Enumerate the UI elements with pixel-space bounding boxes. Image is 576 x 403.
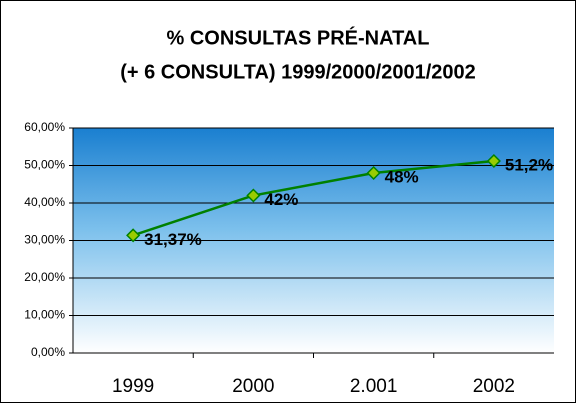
y-tick-label: 60,00% <box>24 120 65 134</box>
x-tick-label: 2002 <box>473 376 515 397</box>
data-label: 42% <box>264 190 298 209</box>
data-point <box>126 228 141 243</box>
y-tick-label: 40,00% <box>24 195 65 209</box>
chart-title: (+ 6 CONSULTA) 1999/2000/2001/2002 <box>120 61 476 83</box>
data-label: 31,37% <box>144 230 202 249</box>
y-tick-label: 50,00% <box>24 158 65 172</box>
y-tick-label: 30,00% <box>24 233 65 247</box>
chart-title: % CONSULTAS PRÉ-NATAL <box>167 26 430 49</box>
x-tick-label: 2.001 <box>350 376 398 397</box>
data-point <box>246 188 261 203</box>
y-tick-label: 0,00% <box>31 345 65 359</box>
series-line <box>132 159 494 237</box>
data-label: 48% <box>385 167 419 186</box>
x-tick-label: 2000 <box>232 376 274 397</box>
y-tick-label: 10,00% <box>24 308 65 322</box>
data-point <box>486 153 501 169</box>
x-tick-label: 1999 <box>112 376 154 397</box>
data-label: 51,2% <box>505 155 553 174</box>
data-point <box>366 165 381 181</box>
y-tick-label: 20,00% <box>24 270 65 284</box>
